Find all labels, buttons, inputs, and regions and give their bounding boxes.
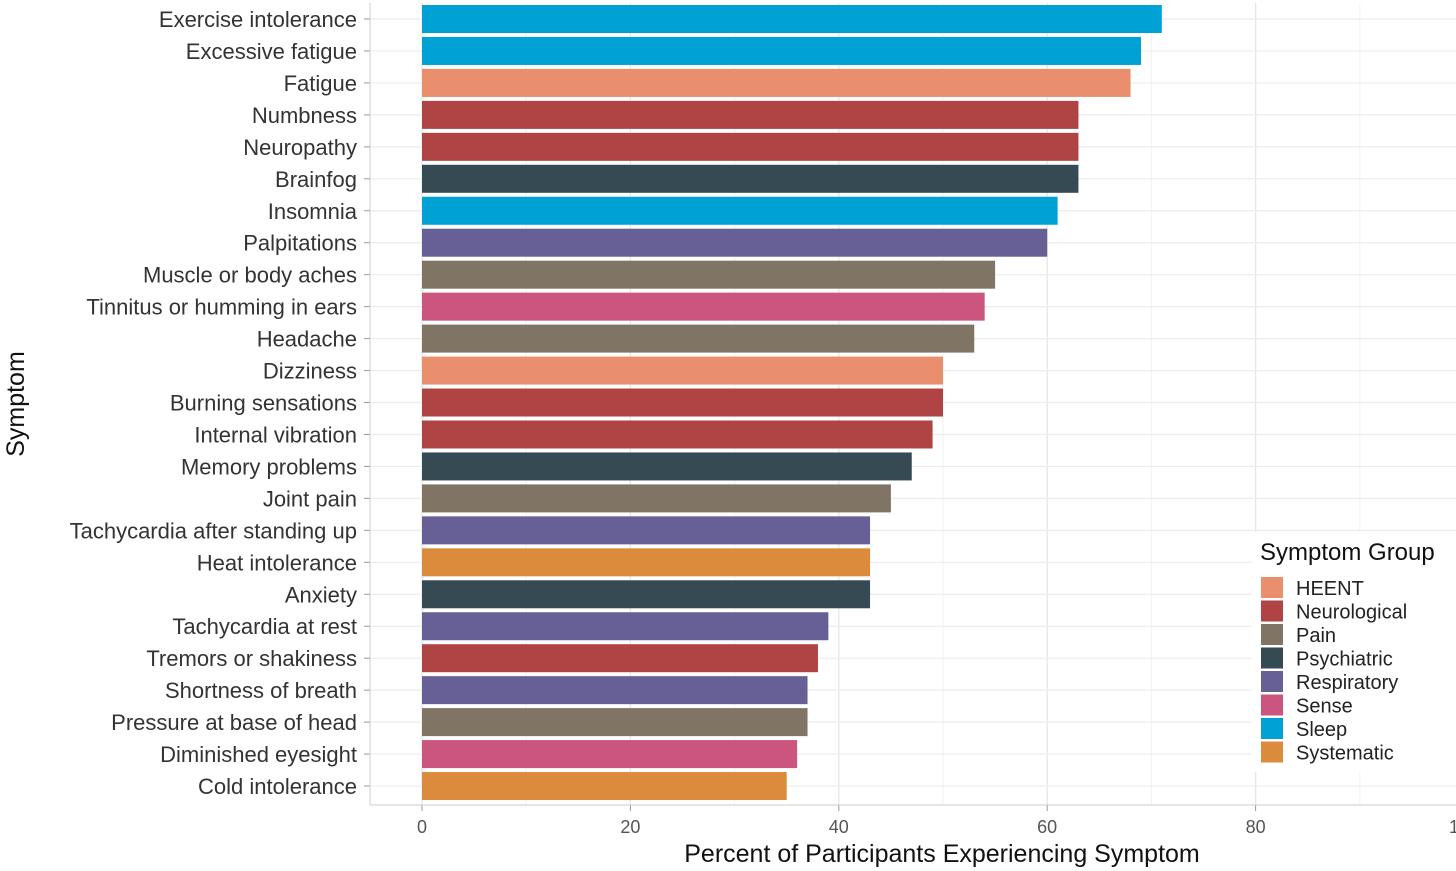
bar (422, 36, 1141, 65)
y-tick-label: Tremors or shakiness (146, 646, 357, 671)
legend-swatch (1261, 600, 1283, 622)
bar (422, 100, 1079, 129)
y-tick-label: Neuropathy (243, 135, 357, 160)
bar (422, 612, 829, 641)
legend-swatch (1261, 647, 1283, 669)
y-tick-label: Shortness of breath (165, 678, 357, 703)
legend-swatch (1261, 624, 1283, 645)
y-tick-label: Brainfog (275, 167, 357, 192)
bar (422, 708, 808, 737)
y-tick-label: Internal vibration (194, 422, 357, 447)
bar (422, 196, 1058, 225)
bar (422, 452, 912, 481)
y-tick-labels: Exercise intolerance Excessive fatigue Fat… (70, 7, 370, 799)
y-tick-label: Heat intolerance (197, 550, 357, 575)
y-tick-label: Burning sensations (170, 391, 357, 416)
bar (422, 548, 871, 577)
x-tick-labels: 0 20 40 60 80 100 (417, 805, 1456, 837)
x-tick-label: 80 (1246, 817, 1266, 837)
bar (422, 356, 943, 385)
bar (422, 420, 933, 449)
bar (422, 676, 808, 705)
x-tick-label: 40 (829, 817, 849, 837)
y-axis-title: Symptom (2, 351, 30, 457)
legend: Symptom Group HEENTNeurologicalPainPsych… (1252, 532, 1456, 772)
legend-swatch (1261, 694, 1283, 716)
y-tick-label: Tachycardia at rest (172, 614, 357, 639)
y-tick-label: Fatigue (284, 71, 357, 96)
bar (422, 516, 871, 545)
y-tick-label: Exercise intolerance (159, 7, 357, 32)
bar (422, 580, 871, 609)
bar (422, 484, 891, 513)
y-tick-label: Tinnitus or humming in ears (86, 295, 357, 320)
bar (422, 68, 1131, 97)
bar (422, 772, 787, 801)
bar (422, 5, 1162, 33)
legend-swatch (1261, 741, 1283, 763)
legend-label: HEENT (1296, 578, 1364, 600)
y-tick-label: Muscle or body aches (143, 263, 357, 288)
bar (422, 132, 1079, 161)
y-tick-label: Cold intolerance (198, 774, 357, 799)
legend-label: Neurological (1296, 602, 1407, 624)
bar (422, 324, 975, 353)
y-tick-label: Dizziness (263, 359, 357, 384)
bar (422, 740, 798, 769)
y-tick-label: Insomnia (268, 199, 358, 224)
y-tick-label: Anxiety (285, 582, 357, 607)
legend-label: Pain (1296, 625, 1336, 647)
bar (422, 164, 1079, 193)
legend-label: Sleep (1296, 719, 1347, 741)
bars (422, 5, 1162, 801)
legend-swatch (1261, 577, 1283, 598)
bar (422, 260, 996, 289)
y-tick-label: Pressure at base of head (111, 710, 357, 735)
legend-label: Psychiatric (1296, 649, 1393, 671)
x-tick-label: 20 (620, 817, 640, 837)
legend-label: Systematic (1296, 743, 1394, 765)
y-tick-label: Palpitations (243, 231, 357, 256)
bar (422, 644, 818, 673)
x-tick-label: 60 (1037, 817, 1057, 837)
x-tick-label: 100 (1449, 817, 1456, 837)
y-tick-label: Headache (257, 327, 357, 352)
y-tick-label: Tachycardia after standing up (70, 518, 357, 543)
bar (422, 228, 1048, 257)
y-tick-label: Diminished eyesight (160, 742, 357, 767)
legend-swatch (1261, 718, 1283, 739)
legend-title: Symptom Group (1260, 539, 1435, 566)
legend-label: Sense (1296, 696, 1353, 718)
bar (422, 388, 943, 417)
y-tick-label: Numbness (252, 103, 357, 128)
bar (422, 292, 985, 321)
legend-swatch (1261, 671, 1283, 692)
x-axis-title: Percent of Participants Experiencing Sym… (684, 840, 1200, 868)
x-tick-label: 0 (417, 817, 427, 837)
legend-label: Respiratory (1296, 672, 1398, 694)
y-tick-label: Joint pain (263, 486, 357, 511)
y-tick-label: Excessive fatigue (186, 39, 357, 64)
y-tick-label: Memory problems (181, 454, 357, 479)
